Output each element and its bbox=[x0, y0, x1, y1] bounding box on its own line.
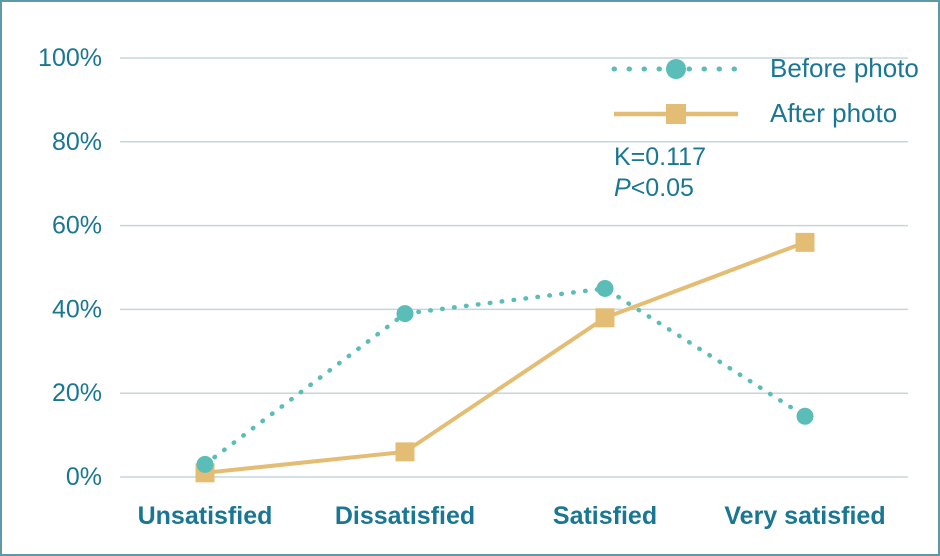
legend: Before photo After photo bbox=[610, 46, 919, 136]
legend-item-after-photo: After photo bbox=[610, 91, 919, 136]
y-tick-label-60%: 60% bbox=[52, 212, 102, 240]
swatch-circle-marker bbox=[666, 58, 686, 79]
after-photo-point-satisfied bbox=[595, 308, 615, 328]
before-photo-line bbox=[202, 286, 808, 467]
legend-label-before-photo: Before photo bbox=[770, 53, 919, 83]
p-symbol: P bbox=[614, 174, 631, 202]
after-photo-point-very-satisfied bbox=[795, 232, 815, 252]
p-value: P<0.05 bbox=[614, 173, 706, 204]
swatch-square-marker bbox=[666, 103, 686, 124]
y-tick-label-100%: 100% bbox=[38, 44, 102, 72]
y-tick-label-80%: 80% bbox=[52, 128, 102, 156]
p-threshold: <0.05 bbox=[630, 174, 694, 202]
after-photo-point-dissatisfied bbox=[395, 442, 415, 462]
y-tick-label-20%: 20% bbox=[52, 379, 102, 407]
stats-annotation: K=0.117 P<0.05 bbox=[614, 142, 706, 204]
x-axis-label-very-satisfied: Very satisfied bbox=[724, 502, 885, 530]
x-axis-label-satisfied: Satisfied bbox=[553, 502, 657, 530]
before-photo-dotted-line-icon bbox=[611, 58, 741, 79]
after-photo-solid-line-icon bbox=[614, 103, 738, 124]
before-photo-point-dissatisfied bbox=[396, 305, 414, 323]
y-tick-label-0%: 0% bbox=[66, 463, 102, 491]
kappa-statistic: K=0.117 bbox=[614, 143, 706, 171]
legend-item-before-photo: Before photo bbox=[610, 46, 919, 91]
y-tick-label-40%: 40% bbox=[52, 295, 102, 323]
before-photo-point-unsatisfied bbox=[196, 455, 214, 473]
before-photo-point-satisfied bbox=[596, 279, 614, 297]
x-axis-label-dissatisfied: Dissatisfied bbox=[335, 502, 475, 530]
before-photo-point-very-satisfied bbox=[796, 407, 814, 425]
after-photo-line bbox=[204, 240, 806, 475]
x-axis-label-unsatisfied: Unsatisfied bbox=[138, 502, 273, 530]
legend-label-after-photo: After photo bbox=[770, 98, 898, 128]
